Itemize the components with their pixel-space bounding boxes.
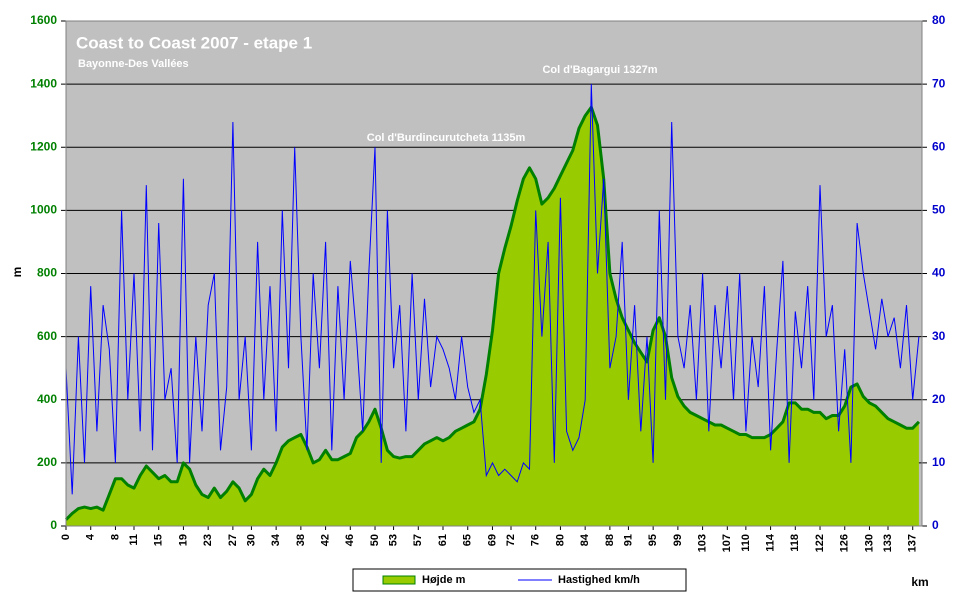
chart-title: Coast to Coast 2007 - etape 1 [76,33,312,52]
y-tick-label: 1400 [30,76,57,90]
x-axis-label: km [911,575,928,589]
y2-tick-label: 40 [932,266,946,280]
plot-frame [65,20,923,527]
x-tick-label: 91 [622,534,634,546]
x-tick-label: 53 [387,534,399,546]
x-tick-label: 57 [412,534,424,546]
annotation: Col d'Bagargui 1327m [542,64,657,76]
y2-tick-label: 70 [932,76,946,90]
x-tick-label: 130 [863,534,875,552]
x-tick-label: 126 [839,534,851,552]
x-tick-label: 122 [814,534,826,552]
speed-line [65,84,920,495]
legend: Højde m Hastighed km/h [352,568,687,592]
x-tick-label: 34 [270,533,282,546]
x-tick-label: 137 [907,534,919,552]
x-tick-label: 114 [764,533,776,552]
legend-label: Hastighed km/h [558,574,640,586]
x-tick-label: 0 [60,534,72,540]
y2-tick-label: 10 [932,455,946,469]
y-tick-label: 1000 [30,203,57,217]
x-tick-label: 110 [740,534,752,552]
x-tick-label: 42 [319,534,331,546]
x-tick-label: 72 [505,534,517,546]
x-tick-label: 15 [153,534,165,546]
y2-tick-label: 30 [932,329,946,343]
x-tick-label: 11 [128,534,140,546]
y2-tick-label: 50 [932,203,946,217]
legend-swatch [382,575,416,585]
elevation-line [64,105,920,521]
y-tick-label: 200 [37,455,57,469]
y-tick-label: 1200 [30,139,57,153]
y2-tick-label: 60 [932,139,946,153]
x-tick-label: 65 [462,534,474,546]
legend-label: Højde m [422,574,466,586]
x-tick-label: 27 [227,534,239,546]
x-tick-label: 84 [579,533,591,546]
y-axis-label: m [10,267,24,278]
x-tick-label: 76 [530,534,542,546]
y2-tick-label: 0 [932,518,939,532]
annotation: Col d'Burdincurutcheta 1135m [367,132,526,144]
x-tick-label: 8 [109,534,121,540]
y-tick-label: 600 [37,329,57,343]
x-tick-label: 133 [882,534,894,552]
x-tick-label: 61 [437,534,449,546]
x-tick-label: 19 [177,534,189,546]
x-tick-label: 118 [789,534,801,552]
x-tick-label: 69 [486,534,498,546]
x-tick-label: 4 [85,533,97,540]
y2-tick-label: 20 [932,392,946,406]
x-tick-label: 95 [647,534,659,546]
y-tick-label: 0 [50,518,57,532]
y-tick-label: 800 [37,266,57,280]
x-tick-label: 103 [696,534,708,552]
x-tick-label: 46 [344,534,356,546]
x-tick-label: 99 [672,534,684,546]
y2-tick-label: 80 [932,13,946,27]
x-tick-label: 88 [604,534,616,546]
x-tick-label: 80 [554,534,566,546]
x-tick-label: 23 [202,534,214,546]
x-tick-label: 38 [295,534,307,546]
y-tick-label: 400 [37,392,57,406]
x-tick-label: 50 [369,534,381,546]
y-tick-label: 1600 [30,13,57,27]
x-tick-label: 30 [245,534,257,546]
x-tick-label: 107 [721,534,733,552]
chart-subtitle: Bayonne-Des Vallées [78,58,189,70]
